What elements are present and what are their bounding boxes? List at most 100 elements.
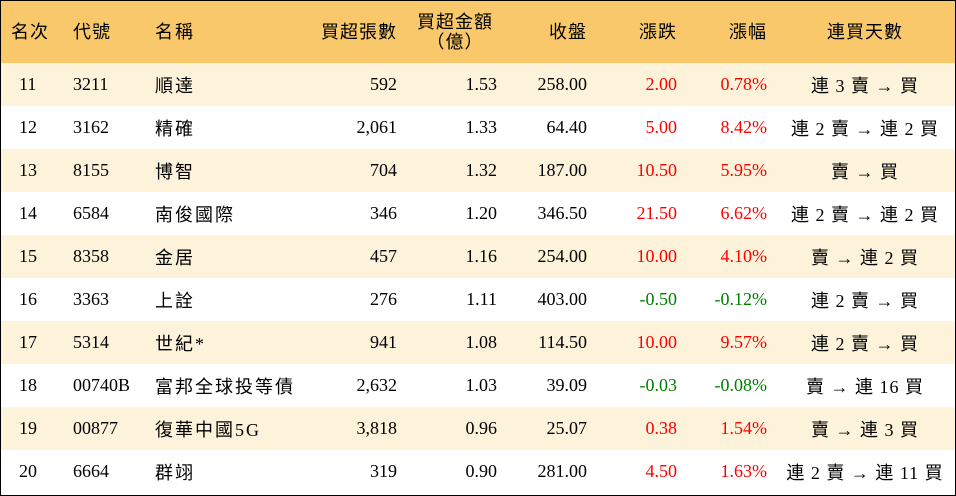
change-cell: -0.50 bbox=[639, 289, 678, 309]
streak-cell: 連 2 賣 → 買 bbox=[811, 333, 919, 354]
header-buy-lots: 買超張數 bbox=[321, 22, 397, 42]
name-cell: 順達 bbox=[155, 75, 195, 96]
name-cell: 群翊 bbox=[155, 462, 195, 483]
buy-amount-cell: 0.96 bbox=[465, 418, 498, 438]
close-cell: 39.09 bbox=[546, 375, 588, 395]
header-rank: 名次 bbox=[11, 22, 49, 42]
table-row: 16 3363 上詮 276 1.11 403.00 -0.50 -0.12% 連 2 賣 → … bbox=[1, 278, 955, 321]
table-header: 名次 代號 名稱 買超張數 買超金額 （億） 收盤 漲跌 漲幅 連買天數 bbox=[1, 1, 955, 63]
buy-lots-cell: 3,818 bbox=[356, 418, 398, 438]
rank-cell: 19 bbox=[19, 418, 37, 438]
code-cell: 6664 bbox=[73, 461, 109, 481]
table-row: 19 00877 復華中國5G 3,818 0.96 25.07 0.38 1.54% 賣 → … bbox=[1, 407, 955, 450]
change-cell: 10.50 bbox=[636, 160, 678, 180]
buy-amount-cell: 0.90 bbox=[465, 461, 498, 481]
table-row: 13 8155 博智 704 1.32 187.00 10.50 5.95% 賣 → 買 bbox=[1, 149, 955, 192]
table-row: 12 3162 精確 2,061 1.33 64.40 5.00 8.42% 連 2 賣 → 連… bbox=[1, 106, 955, 149]
code-cell: 5314 bbox=[73, 332, 109, 352]
code-cell: 3211 bbox=[73, 74, 109, 94]
change-pct-cell: -0.12% bbox=[714, 289, 768, 309]
change-pct-cell: 1.63% bbox=[720, 461, 768, 481]
change-cell: 10.00 bbox=[636, 246, 678, 266]
name-cell: 富邦全球投等債 bbox=[155, 376, 295, 397]
streak-cell: 賣 → 連 3 買 bbox=[811, 419, 919, 440]
header-close: 收盤 bbox=[549, 22, 587, 42]
buy-lots-cell: 319 bbox=[370, 461, 397, 481]
rank-cell: 14 bbox=[19, 203, 37, 223]
buy-lots-cell: 592 bbox=[370, 74, 397, 94]
buy-lots-cell: 941 bbox=[370, 332, 397, 352]
buy-amount-cell: 1.33 bbox=[465, 117, 498, 137]
change-pct-cell: 8.42% bbox=[720, 117, 768, 137]
close-cell: 114.50 bbox=[538, 332, 587, 352]
streak-cell: 連 2 賣 → 買 bbox=[811, 290, 919, 311]
name-cell: 博智 bbox=[155, 161, 195, 182]
streak-cell: 賣 → 買 bbox=[831, 161, 899, 182]
buy-amount-cell: 1.03 bbox=[465, 375, 498, 395]
change-cell: 0.38 bbox=[645, 418, 678, 438]
streak-cell: 連 3 賣 → 買 bbox=[811, 75, 919, 96]
rank-cell: 18 bbox=[19, 375, 37, 395]
rank-cell: 11 bbox=[19, 74, 37, 94]
table-row: 15 8358 金居 457 1.16 254.00 10.00 4.10% 賣 → 連 2 買 bbox=[1, 235, 955, 278]
close-cell: 281.00 bbox=[537, 461, 588, 481]
table-row: 17 5314 世紀* 941 1.08 114.50 10.00 9.57% 連 2 賣 → … bbox=[1, 321, 955, 364]
change-cell: 2.00 bbox=[645, 74, 678, 94]
header-buy-amount: 買超金額 （億） bbox=[405, 1, 505, 63]
streak-cell: 賣 → 連 16 買 bbox=[806, 376, 924, 397]
streak-cell: 連 2 賣 → 連 2 買 bbox=[791, 118, 939, 139]
streak-cell: 賣 → 連 2 買 bbox=[811, 247, 919, 268]
buy-lots-cell: 2,632 bbox=[356, 375, 398, 395]
close-cell: 25.07 bbox=[546, 418, 588, 438]
code-cell: 3162 bbox=[73, 117, 109, 137]
buy-lots-cell: 704 bbox=[370, 160, 397, 180]
table-row: 20 6664 群翊 319 0.90 281.00 4.50 1.63% 連 2 賣 → 連 … bbox=[1, 450, 955, 493]
change-cell: -0.03 bbox=[639, 375, 678, 395]
change-pct-cell: 5.95% bbox=[720, 160, 768, 180]
code-cell: 00740B bbox=[73, 375, 131, 395]
buy-amount-cell: 1.32 bbox=[465, 160, 498, 180]
change-cell: 21.50 bbox=[636, 203, 678, 223]
close-cell: 258.00 bbox=[537, 74, 588, 94]
table-row: 18 00740B 富邦全球投等債 2,632 1.03 39.09 -0.03 -0.08%… bbox=[1, 364, 955, 407]
name-cell: 精確 bbox=[155, 118, 195, 139]
change-cell: 10.00 bbox=[636, 332, 678, 352]
change-pct-cell: -0.08% bbox=[714, 375, 768, 395]
close-cell: 64.40 bbox=[546, 117, 588, 137]
buy-amount-cell: 1.08 bbox=[465, 332, 498, 352]
buy-amount-cell: 1.53 bbox=[465, 74, 498, 94]
buy-lots-cell: 457 bbox=[370, 246, 397, 266]
rank-cell: 12 bbox=[19, 117, 37, 137]
change-pct-cell: 9.57% bbox=[720, 332, 768, 352]
buy-amount-cell: 1.20 bbox=[465, 203, 498, 223]
change-pct-cell: 6.62% bbox=[720, 203, 768, 223]
name-cell: 上詮 bbox=[155, 290, 195, 311]
name-cell: 復華中國5G bbox=[155, 419, 261, 440]
code-cell: 6584 bbox=[73, 203, 109, 223]
code-cell: 8358 bbox=[73, 246, 109, 266]
code-cell: 00877 bbox=[73, 418, 118, 438]
buy-lots-cell: 276 bbox=[370, 289, 397, 309]
header-code: 代號 bbox=[73, 22, 111, 42]
close-cell: 187.00 bbox=[537, 160, 588, 180]
buy-lots-cell: 2,061 bbox=[356, 117, 398, 137]
streak-cell: 連 2 賣 → 連 2 買 bbox=[791, 204, 939, 225]
change-cell: 4.50 bbox=[645, 461, 678, 481]
header-streak: 連買天數 bbox=[827, 22, 903, 42]
code-cell: 8155 bbox=[73, 160, 109, 180]
rank-cell: 16 bbox=[19, 289, 37, 309]
table-row: 14 6584 南俊國際 346 1.20 346.50 21.50 6.62% 連 2 賣 →… bbox=[1, 192, 955, 235]
header-row: 名次 代號 名稱 買超張數 買超金額 （億） 收盤 漲跌 漲幅 連買天數 bbox=[1, 1, 955, 63]
close-cell: 346.50 bbox=[537, 203, 588, 223]
rank-cell: 15 bbox=[19, 246, 37, 266]
change-cell: 5.00 bbox=[645, 117, 678, 137]
header-change: 漲跌 bbox=[639, 22, 677, 42]
buy-amount-cell: 1.11 bbox=[466, 289, 497, 309]
buy-lots-cell: 346 bbox=[370, 203, 397, 223]
header-buy-amount-label: 買超金額 bbox=[417, 12, 493, 32]
code-cell: 3363 bbox=[73, 289, 109, 309]
rank-cell: 13 bbox=[19, 160, 37, 180]
